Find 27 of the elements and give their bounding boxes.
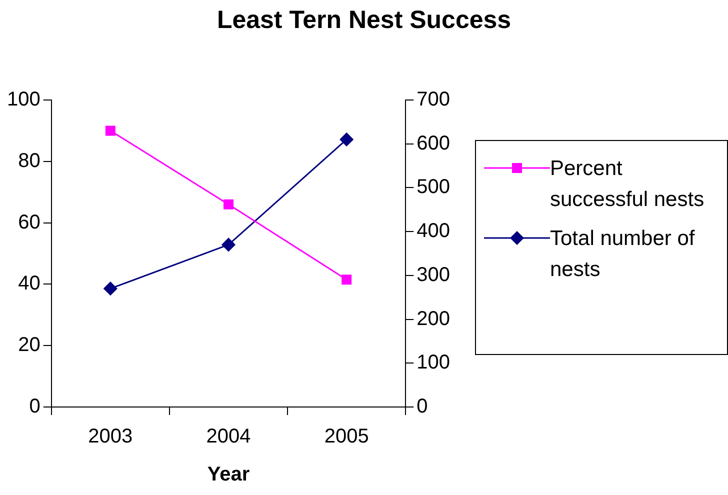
y2-tick-label: 700 xyxy=(416,88,450,111)
y2-tick-label: 0 xyxy=(416,396,428,418)
point xyxy=(342,274,352,285)
y-tick-label: 20 xyxy=(18,334,40,356)
x-tick-label: 2004 xyxy=(206,426,251,448)
x-tick-label: 2003 xyxy=(88,426,133,448)
y2-tick-label: 300 xyxy=(416,264,450,286)
point xyxy=(104,282,118,296)
y2-tick-label: 200 xyxy=(416,308,450,330)
y2-tick-label: 100 xyxy=(416,352,450,374)
y-tick-label: 60 xyxy=(18,211,40,234)
y2-tick-label: 400 xyxy=(416,220,450,242)
y2-tick-label: 500 xyxy=(416,176,450,198)
y2-tick-label: 600 xyxy=(416,132,450,154)
x-axis-title: Year xyxy=(207,464,250,486)
legend-label: Total number of nests xyxy=(550,226,696,283)
y-tick-label: 80 xyxy=(18,150,40,172)
x-tick-label: 2005 xyxy=(324,426,369,448)
point xyxy=(222,238,236,252)
y-tick-label: 40 xyxy=(18,272,40,295)
legend-label: Percent successful nests xyxy=(550,156,706,213)
point xyxy=(105,126,116,136)
y-tick-label: 100 xyxy=(6,88,40,111)
point xyxy=(340,132,354,146)
chart-title: Least Tern Nest Success xyxy=(216,6,512,35)
y-tick-label: 0 xyxy=(29,396,40,418)
point xyxy=(224,199,234,210)
